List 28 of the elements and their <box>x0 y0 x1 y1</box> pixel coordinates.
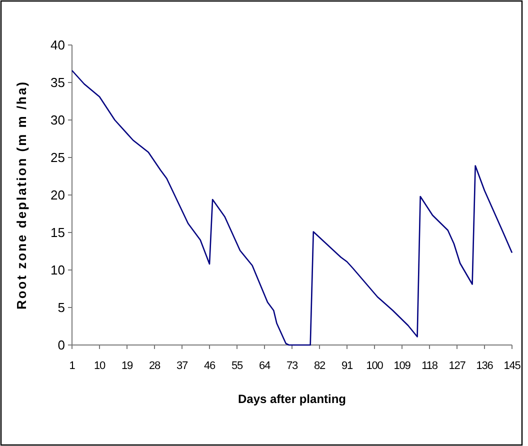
y-tick-label: 10 <box>50 262 65 278</box>
x-tick-label: 127 <box>448 360 466 372</box>
x-tick-label: 136 <box>476 360 494 372</box>
x-tick-label: 19 <box>121 360 133 372</box>
x-tick-label: 145 <box>504 360 521 372</box>
x-tick-label: 28 <box>148 360 160 372</box>
y-tick-label: 25 <box>50 150 65 166</box>
x-tick-label: 118 <box>422 360 438 372</box>
x-axis-title: Days after planting <box>238 392 346 406</box>
x-tick-label: 73 <box>286 360 298 372</box>
x-tick-label: 64 <box>258 360 270 372</box>
x-tick-label: 1 <box>69 360 76 372</box>
x-tick-label: 10 <box>94 360 106 372</box>
y-tick-label: 0 <box>58 338 65 353</box>
x-tick-label: 46 <box>204 360 216 372</box>
y-tick-label: 30 <box>50 112 65 128</box>
y-axis-title: Root zone deplation (m m /ha) <box>14 80 29 310</box>
x-tick-label: 91 <box>341 360 353 372</box>
x-tick-label: 37 <box>176 360 188 372</box>
y-tick-label: 15 <box>50 225 65 240</box>
x-tick-label: 55 <box>231 360 243 372</box>
y-tick-label: 40 <box>50 38 65 53</box>
y-tick-label: 35 <box>50 75 65 90</box>
x-tick-label: 82 <box>314 360 326 372</box>
y-tick-label: 5 <box>58 300 65 316</box>
x-tick-label: 109 <box>394 360 411 372</box>
x-tick-label: 100 <box>366 360 384 372</box>
y-tick-label: 20 <box>50 188 65 203</box>
